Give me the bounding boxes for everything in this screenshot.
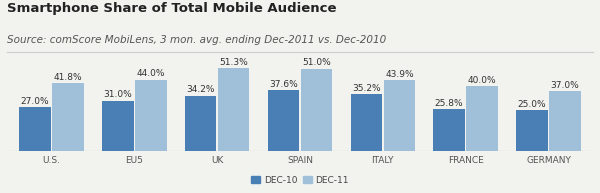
Bar: [383, 80, 415, 151]
Text: 25.0%: 25.0%: [518, 100, 546, 109]
Text: 31.0%: 31.0%: [103, 90, 132, 99]
Bar: [52, 83, 84, 151]
Legend: DEC-10, DEC-11: DEC-10, DEC-11: [248, 172, 352, 189]
Bar: [516, 110, 548, 151]
Text: 40.0%: 40.0%: [468, 76, 497, 85]
Bar: [135, 80, 167, 151]
Bar: [301, 69, 332, 151]
Bar: [466, 86, 498, 151]
Text: 41.8%: 41.8%: [54, 73, 82, 82]
Text: 51.0%: 51.0%: [302, 58, 331, 67]
Text: 34.2%: 34.2%: [187, 85, 215, 94]
Text: Source: comScore MobiLens, 3 mon. avg. ending Dec-2011 vs. Dec-2010: Source: comScore MobiLens, 3 mon. avg. e…: [7, 35, 386, 45]
Bar: [185, 96, 217, 151]
Text: 35.2%: 35.2%: [352, 84, 380, 93]
Bar: [549, 91, 581, 151]
Text: 27.0%: 27.0%: [20, 97, 49, 106]
Text: Smartphone Share of Total Mobile Audience: Smartphone Share of Total Mobile Audienc…: [7, 2, 337, 15]
Text: 51.3%: 51.3%: [220, 58, 248, 67]
Bar: [19, 107, 51, 151]
Text: 37.0%: 37.0%: [551, 81, 580, 90]
Bar: [433, 109, 465, 151]
Bar: [350, 94, 382, 151]
Text: 37.6%: 37.6%: [269, 80, 298, 89]
Bar: [268, 90, 299, 151]
Text: 25.8%: 25.8%: [435, 99, 463, 108]
Text: 44.0%: 44.0%: [137, 69, 165, 79]
Bar: [102, 101, 134, 151]
Text: 43.9%: 43.9%: [385, 70, 413, 79]
Bar: [218, 68, 250, 151]
